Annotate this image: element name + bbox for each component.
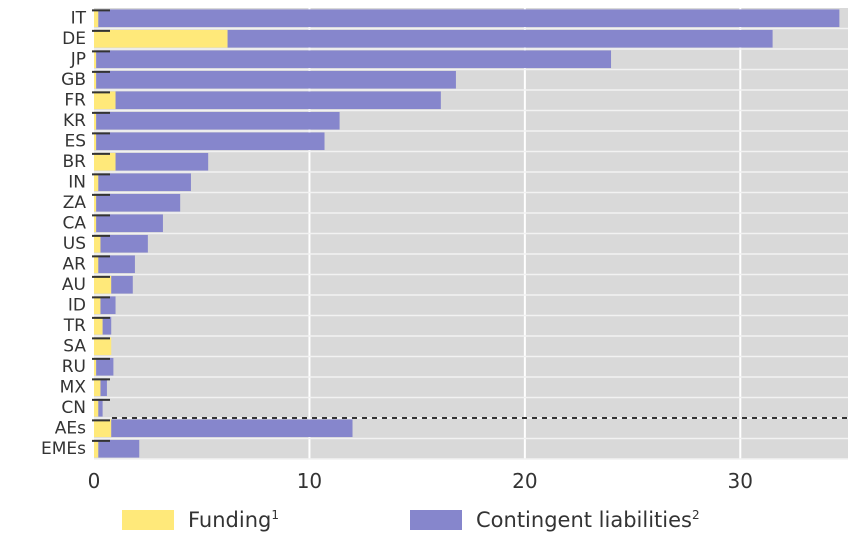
bar-funding-za [94,193,97,212]
category-label-us: US [63,234,86,254]
category-label-in: IN [68,172,86,192]
x-tick-label-0: 0 [88,469,101,493]
bar-funding-br [94,152,116,171]
bar-funding-de [94,29,228,48]
bar-funding-fr [94,91,116,110]
category-label-id: ID [68,295,86,315]
x-tick-label-1: 10 [297,469,322,493]
bar-contingent-id [100,296,116,315]
bar-contingent-emes [98,439,140,458]
category-label-au: AU [62,275,86,295]
bar-contingent-jp [96,50,612,69]
bar-contingent-de [227,29,773,48]
category-label-ru: RU [62,357,86,377]
legend-swatch-contingent [410,510,462,530]
bar-funding-ca [94,214,97,233]
bar-contingent-cn [98,398,103,417]
bar-contingent-ca [96,214,163,233]
bar-funding-jp [94,50,97,69]
bar-funding-es [94,132,97,151]
category-label-de: DE [62,29,86,49]
category-label-fr: FR [64,90,86,110]
bar-funding-sa [94,337,112,356]
bar-funding-us [94,234,101,253]
category-label-jp: JP [70,49,86,69]
bar-contingent-br [115,152,209,171]
category-label-aes: AEs [55,418,86,438]
bar-contingent-it [98,9,840,28]
bar-contingent-gb [96,70,456,89]
legend-item-funding: Funding1 [122,508,279,532]
bar-funding-mx [94,378,101,397]
gridlines [94,8,848,460]
bar-contingent-us [100,234,148,253]
legend-label-contingent: Contingent liabilities2 [476,508,700,532]
bar-funding-it [94,9,99,28]
bar-funding-tr [94,316,103,335]
category-label-za: ZA [63,193,87,213]
bar-contingent-kr [96,111,340,130]
category-label-cn: CN [61,398,86,418]
bar-funding-au [94,275,112,294]
legend-label-funding: Funding1 [188,508,279,532]
bar-funding-gb [94,70,97,89]
bar-contingent-za [96,193,181,212]
x-axis-ticks: 0 10 20 30 [88,469,753,493]
bars [92,9,840,458]
category-label-gb: GB [61,70,86,90]
bar-funding-ru [94,357,97,376]
x-tick-label-2: 20 [512,469,537,493]
bar-contingent-es [96,132,325,151]
bar-funding-ar [94,255,99,274]
bar-funding-in [94,173,99,192]
bar-contingent-aes [111,419,353,438]
bar-funding-aes [94,419,112,438]
category-label-emes: EMEs [41,439,86,459]
category-label-ar: AR [63,254,87,274]
legend-swatch-funding [122,510,174,530]
legend-item-contingent: Contingent liabilities2 [410,508,700,532]
bar-funding-cn [94,398,99,417]
bar-contingent-ru [96,357,114,376]
bar-contingent-tr [102,316,112,335]
bar-contingent-au [111,275,133,294]
category-label-br: BR [63,152,87,172]
category-label-tr: TR [63,316,86,336]
category-labels: ITDEJPGBFRKRESBRINZACAUSARAUIDTRSARUMXCN… [41,8,87,459]
x-tick-label-3: 30 [728,469,753,493]
bar-funding-id [94,296,101,315]
bar-funding-emes [94,439,99,458]
bar-funding-kr [94,111,97,130]
category-label-ca: CA [63,213,87,233]
bar-contingent-in [98,173,191,192]
category-label-mx: MX [60,377,87,397]
category-label-es: ES [64,131,86,151]
bar-contingent-ar [98,255,135,274]
category-label-it: IT [71,8,87,28]
category-label-kr: KR [63,111,86,131]
bar-contingent-mx [100,378,107,397]
legend: Funding1 Contingent liabilities2 [0,508,851,540]
category-label-sa: SA [63,336,86,356]
bar-contingent-fr [115,91,441,110]
